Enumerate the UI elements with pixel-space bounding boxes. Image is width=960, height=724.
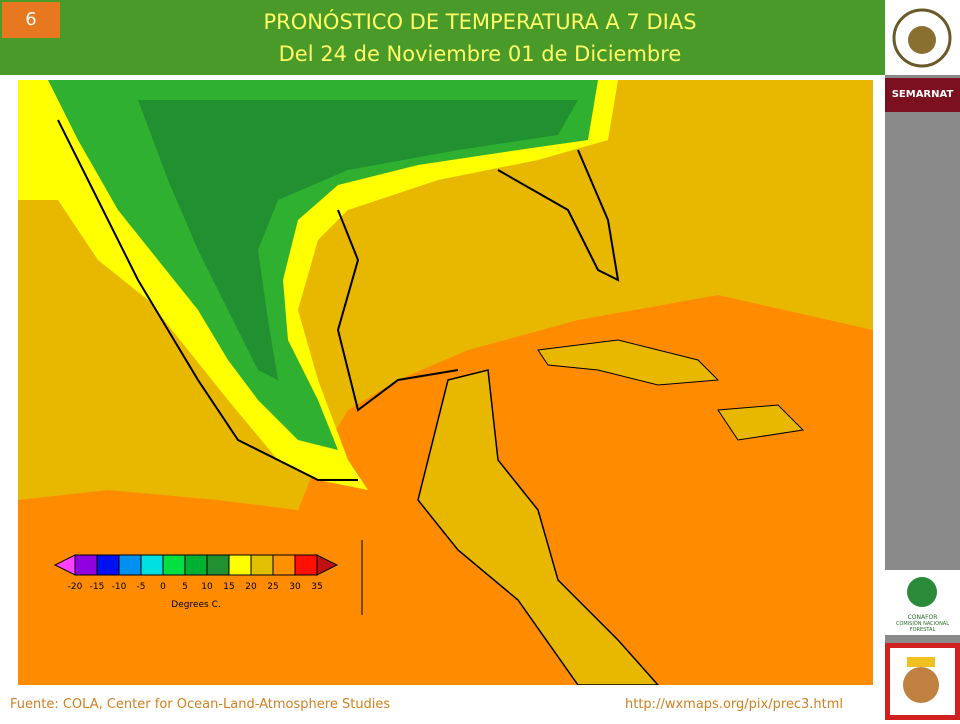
title: PRONÓSTICO DE TEMPERATURA A 7 DIAS <box>263 10 697 34</box>
legend-swatch <box>140 554 164 576</box>
conafor-caption: COMISIÓN NACIONAL FORESTAL <box>895 621 950 633</box>
legend-swatch <box>250 554 274 576</box>
header-bar <box>0 0 885 75</box>
legend-label: -5 <box>137 582 146 592</box>
legend-swatch <box>228 554 252 576</box>
legend-label: 10 <box>201 582 213 592</box>
legend-swatch <box>74 554 98 576</box>
url: http://wxmaps.org/pix/prec3.html <box>625 697 844 712</box>
legend-label: 5 <box>182 582 188 592</box>
legend-label: -15 <box>90 582 105 592</box>
legend-label: 25 <box>267 582 278 592</box>
legend-swatch <box>118 554 142 576</box>
legend-swatch <box>272 554 296 576</box>
legend-label: 15 <box>223 582 234 592</box>
source: Fuente: COLA, Center for Ocean-Land-Atmo… <box>10 697 391 712</box>
legend: -20 -15 -10 -5 0 5 10 15 20 25 30 35 Degrees C. <box>53 554 339 610</box>
legend-label: -20 <box>68 582 83 592</box>
legend-label: 0 <box>160 582 166 592</box>
conafor-logo: CONAFOR COMISIÓN NACIONAL FORESTAL <box>885 570 960 635</box>
legend-unit: Degrees C. <box>171 600 220 610</box>
legend-swatch <box>184 554 208 576</box>
legend-swatch <box>162 554 186 576</box>
temperature-map: -20 -15 -10 -5 0 5 10 15 20 25 30 35 Degrees C. <box>18 80 873 685</box>
legend-swatch <box>294 554 318 576</box>
semarnat-logo: SEMARNAT <box>885 78 960 112</box>
legend-swatch <box>96 554 120 576</box>
legend-arrow <box>316 554 339 576</box>
legend-label: 35 <box>311 582 322 592</box>
sidebar: SEMARNAT CONAFOR COMISIÓN NACIONAL FORES… <box>885 0 960 720</box>
legend-swatch <box>206 554 230 576</box>
conafor-name: CONAFOR <box>907 614 938 621</box>
subtitle: Del 24 de Noviembre 01 de Diciembre <box>278 42 682 66</box>
emblem <box>885 0 960 75</box>
legend-label: 30 <box>289 582 301 592</box>
legend-label: 20 <box>245 582 257 592</box>
legend-label: -10 <box>112 582 127 592</box>
slide-number: 6 <box>2 2 60 38</box>
mascot <box>885 643 960 720</box>
